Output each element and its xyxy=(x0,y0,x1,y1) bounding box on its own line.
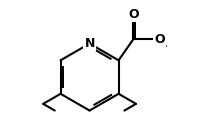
Text: N: N xyxy=(84,37,95,50)
Text: O: O xyxy=(128,8,139,21)
Text: O: O xyxy=(154,33,165,46)
